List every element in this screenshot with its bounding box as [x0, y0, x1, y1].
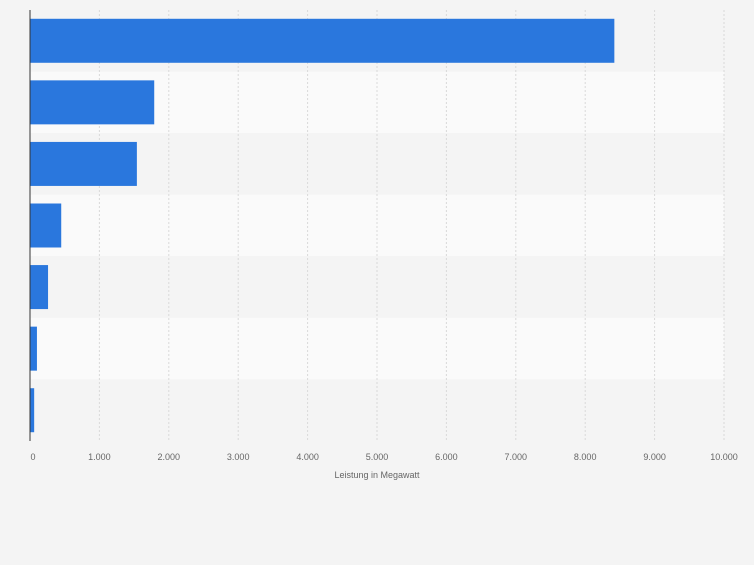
x-tick-label: 9.000: [643, 452, 666, 462]
bar: [30, 141, 137, 186]
bar: [30, 265, 49, 310]
bar: [30, 80, 155, 125]
row-band: [30, 317, 724, 380]
x-tick-label: 10.000: [710, 452, 738, 462]
x-tick-label: 5.000: [366, 452, 389, 462]
x-tick-label: 8.000: [574, 452, 597, 462]
x-tick-label: 2.000: [158, 452, 181, 462]
x-tick-label: 4.000: [296, 452, 319, 462]
bar: [30, 203, 62, 248]
x-tick-label: 3.000: [227, 452, 250, 462]
bar: [30, 18, 615, 63]
x-tick-label: 7.000: [505, 452, 528, 462]
x-tick-label: 6.000: [435, 452, 458, 462]
x-tick-label: 1.000: [88, 452, 111, 462]
bar: [30, 388, 35, 433]
x-tick-label: 0: [30, 452, 35, 462]
x-axis-label: Leistung in Megawatt: [334, 470, 420, 480]
bar: [30, 326, 37, 371]
